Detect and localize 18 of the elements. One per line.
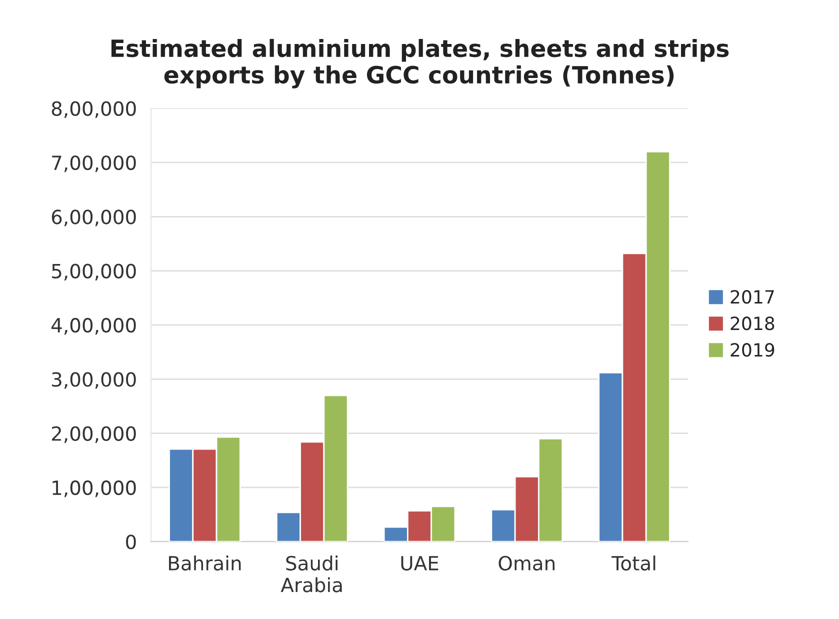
legend-label: 2018 <box>730 316 774 330</box>
x-tick-label: Oman <box>498 556 554 571</box>
legend-label: 2019 <box>730 343 774 357</box>
y-tick-label: 7,00,000 <box>52 155 136 172</box>
y-tick-label: 2,00,000 <box>52 426 136 443</box>
y-tick-label: 8,00,000 <box>52 101 136 118</box>
x-tick-label: Saudi Arabia <box>280 556 342 592</box>
chart-title: Estimated aluminium plates, sheets and strips exports by the GCC countries (Tonnes) <box>111 38 729 88</box>
y-tick-label: 0 <box>126 534 136 550</box>
y-tick-label: 1,00,000 <box>52 480 136 498</box>
x-tick-label: Bahrain <box>169 556 241 571</box>
legend-label: 2017 <box>730 290 774 304</box>
y-tick-label: 5,00,000 <box>52 264 136 280</box>
y-tick-label: 3,00,000 <box>52 372 136 389</box>
x-tick-label: UAE <box>401 556 438 571</box>
y-tick-label: 4,00,000 <box>51 318 136 335</box>
y-tick-label: 6,00,000 <box>52 210 136 226</box>
x-tick-label: Total <box>612 556 656 571</box>
